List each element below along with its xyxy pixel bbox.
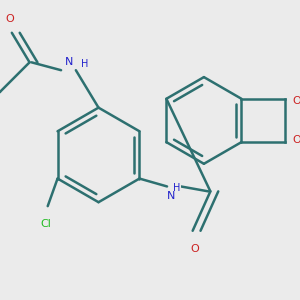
Text: N: N [65,57,73,67]
Text: Cl: Cl [40,219,51,229]
Text: H: H [173,183,181,194]
Text: O: O [5,14,14,24]
Text: O: O [190,244,199,254]
Text: H: H [81,59,88,69]
Text: O: O [292,96,300,106]
Text: O: O [292,135,300,145]
Text: N: N [167,191,175,201]
